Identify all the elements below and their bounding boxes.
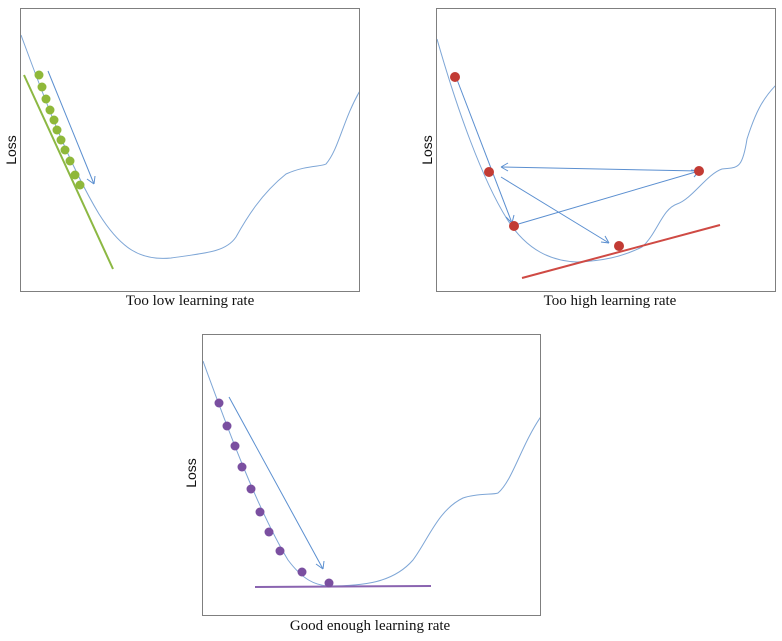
y-axis-label-good: Loss [183,458,199,488]
step-point [56,135,66,145]
step-point [41,94,51,104]
step-point [45,105,55,115]
tangent-line [23,74,114,270]
step-point [255,507,265,517]
step-arrow [500,176,610,244]
gradient-steps [450,72,704,251]
y-axis-label-high: Loss [419,135,435,165]
step-point [246,484,256,494]
step-point [37,82,47,92]
step-point [509,221,519,231]
step-point [52,125,62,135]
loss-curve [437,38,775,263]
loss-plot-high [437,38,775,279]
panel-good-enough-learning-rate [202,334,541,616]
step-arrow-head [500,162,509,172]
step-point [297,567,307,577]
step-point [222,421,232,431]
step-point [230,441,240,451]
step-arrow-head [315,560,325,570]
loss-curve [203,360,540,587]
step-point [264,527,274,537]
step-point [237,462,247,472]
loss-plot-low [21,34,359,270]
caption-good: Good enough learning rate [289,618,451,634]
step-point [65,156,75,166]
step-point [60,145,70,155]
step-arrow [228,396,324,570]
loss-curve [21,34,359,259]
step-arrow [47,70,95,185]
step-point [324,578,334,588]
step-arrow-head [86,175,96,185]
step-point [450,72,460,82]
caption-high: Too high learning rate [543,293,677,309]
step-arrow-head [600,235,610,244]
panel-too-low-learning-rate [20,8,360,292]
gradient-steps [214,398,334,588]
step-arrow [500,166,700,172]
loss-plot-good [203,360,540,588]
step-point [75,180,85,190]
y-axis-label-low: Loss [3,135,19,165]
step-point [34,70,44,80]
step-point [70,170,80,180]
caption-low: Too low learning rate [125,293,255,309]
step-point [49,115,59,125]
step-arrow [514,170,700,226]
step-point [275,546,285,556]
step-point [614,241,624,251]
step-point [694,166,704,176]
step-point [484,167,494,177]
tangent-line [521,224,721,279]
step-arrow [455,76,513,224]
gradient-steps [34,70,85,190]
step-point [214,398,224,408]
panel-too-high-learning-rate [436,8,776,292]
tangent-line [254,585,432,588]
